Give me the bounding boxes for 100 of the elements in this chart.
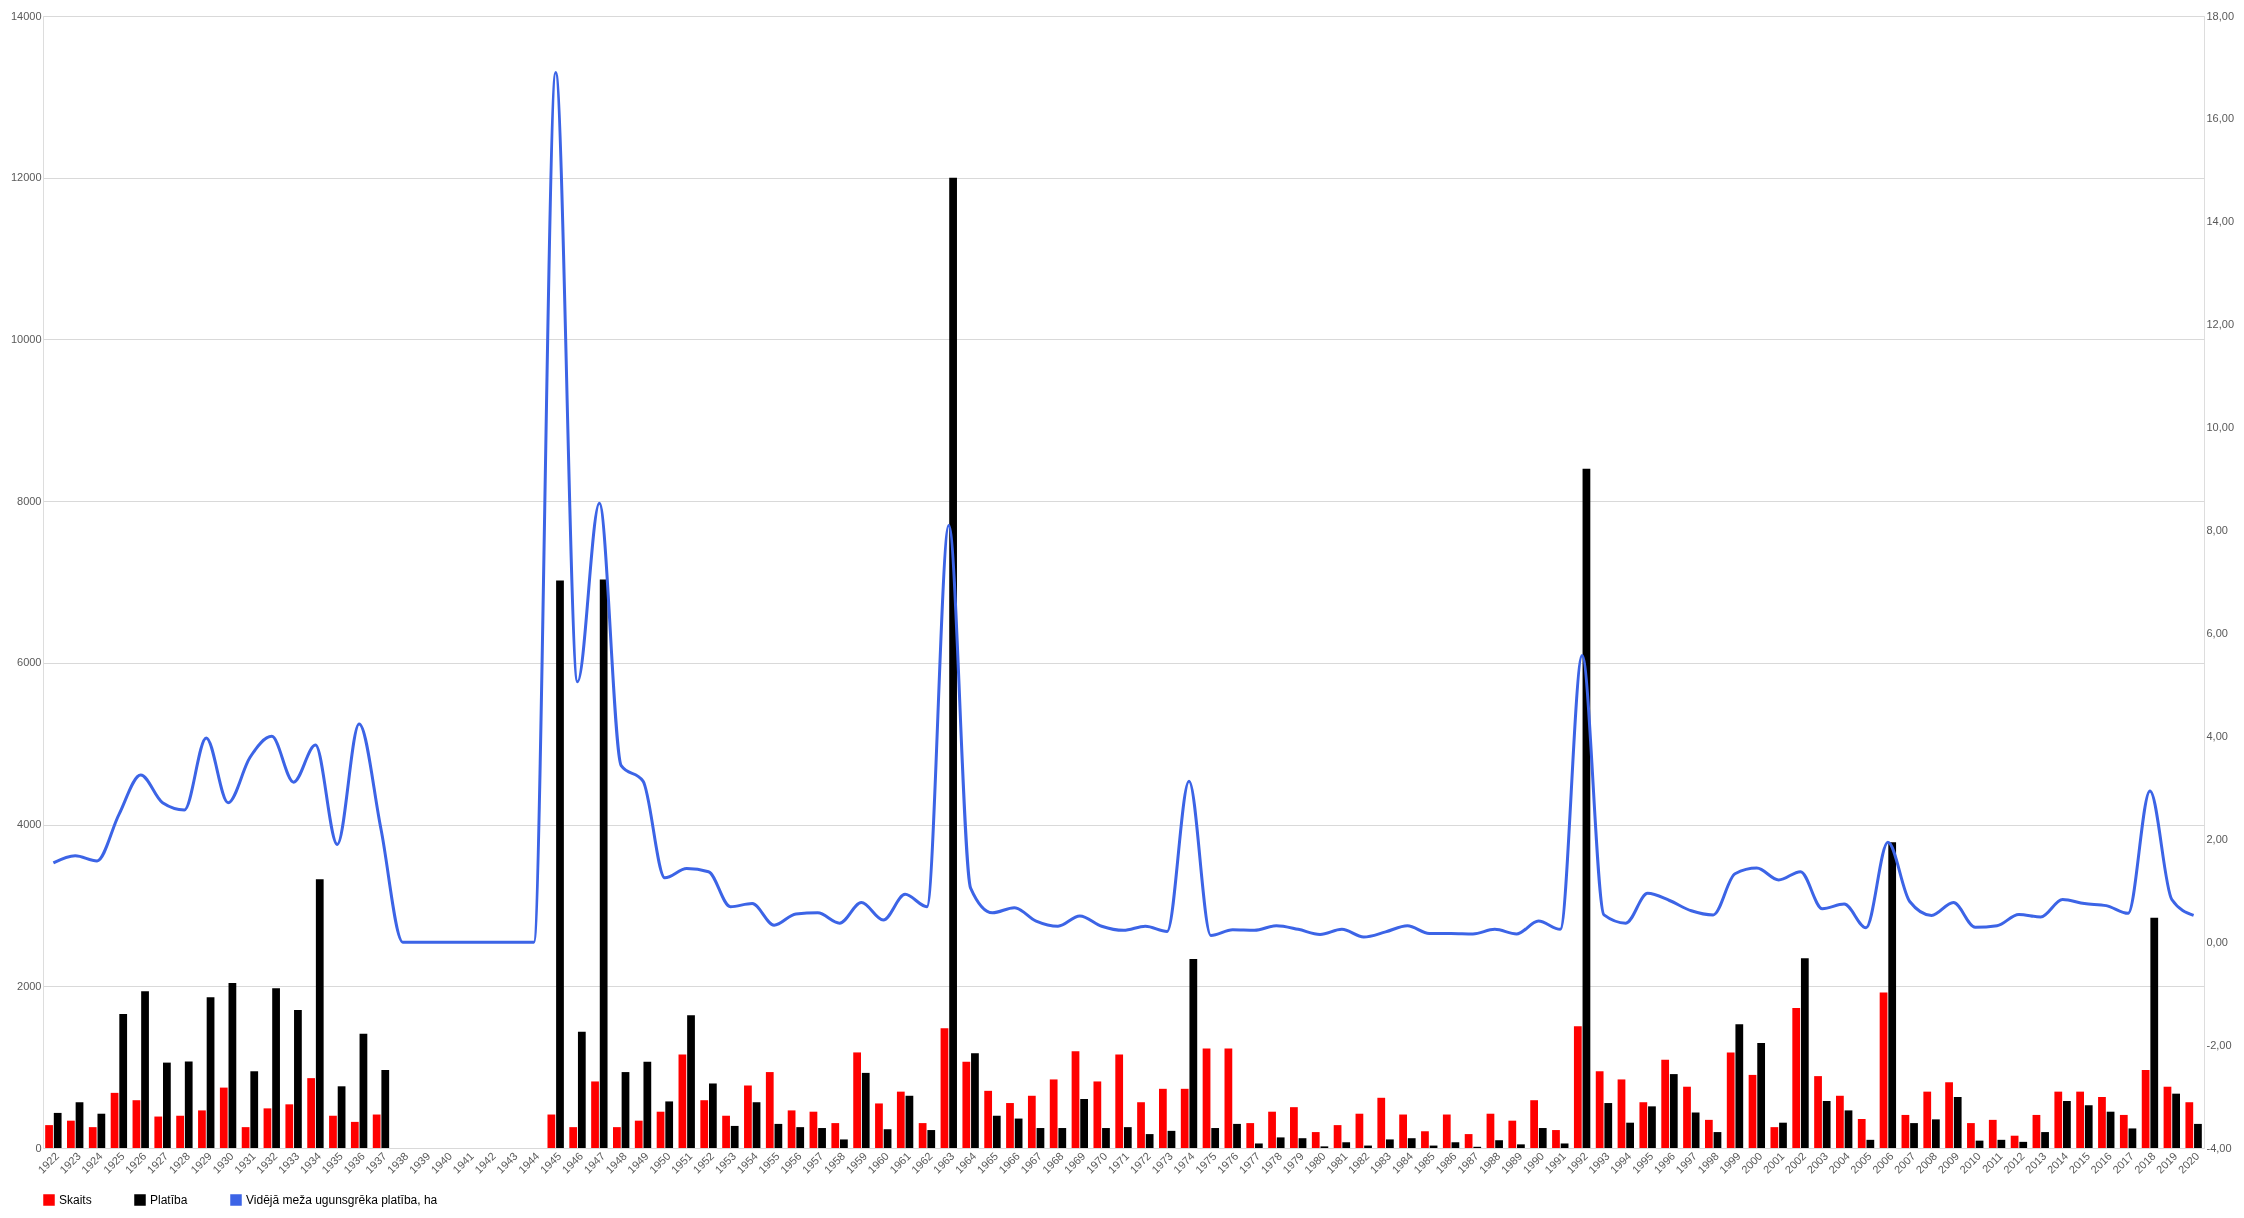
y2-tick-label: -2,00 <box>2206 1038 2232 1051</box>
bar <box>45 1125 53 1148</box>
bar <box>2084 1105 2093 1148</box>
bar <box>1713 1132 1722 1148</box>
bar <box>1595 1071 1604 1148</box>
bar <box>1661 1059 1670 1148</box>
y2-tick-label: 0,00 <box>2206 935 2228 948</box>
bar <box>97 1113 106 1148</box>
bar <box>678 1054 687 1148</box>
bar <box>1421 1131 1429 1148</box>
bar <box>774 1123 783 1148</box>
bar <box>1233 1123 1241 1148</box>
bar <box>1224 1048 1233 1148</box>
bar <box>2172 1093 2180 1148</box>
bar <box>818 1128 826 1148</box>
bar <box>1290 1107 1298 1148</box>
bar <box>1268 1111 1276 1148</box>
bar <box>883 1129 892 1148</box>
bar <box>154 1116 163 1148</box>
bar <box>1691 1112 1700 1148</box>
bar <box>700 1100 709 1148</box>
bar <box>613 1127 621 1148</box>
bar <box>1530 1100 1539 1148</box>
bar <box>1604 1103 1613 1148</box>
bar <box>634 1120 643 1148</box>
y2-tick-label: 12,00 <box>2206 318 2235 331</box>
bar <box>2119 1114 2128 1148</box>
bar <box>2098 1096 2106 1148</box>
bar <box>2150 917 2159 1148</box>
line-series <box>51 71 2196 944</box>
bar <box>1027 1095 1036 1148</box>
bar <box>272 988 280 1148</box>
bar <box>577 1031 586 1148</box>
bar <box>591 1081 599 1148</box>
bar <box>796 1127 805 1148</box>
legend-label: Platība <box>150 1193 188 1207</box>
bar <box>722 1115 730 1148</box>
bar <box>984 1090 993 1148</box>
bar <box>350 1121 359 1148</box>
bar <box>372 1114 381 1148</box>
bar <box>1102 1128 1110 1148</box>
bar <box>206 997 215 1148</box>
bar <box>1639 1102 1648 1148</box>
bar <box>88 1127 97 1148</box>
bar <box>359 1033 368 1148</box>
bar <box>1377 1097 1386 1148</box>
bar <box>1298 1138 1307 1148</box>
bar <box>1386 1139 1394 1148</box>
bar <box>1333 1125 1342 1148</box>
bar <box>176 1115 184 1148</box>
bar <box>1953 1096 1962 1148</box>
bar <box>1814 1076 1822 1148</box>
bar <box>1648 1106 1656 1148</box>
bar <box>569 1127 578 1148</box>
y-tick-label: 8000 <box>17 494 42 507</box>
bar <box>1254 1143 1263 1148</box>
bar <box>2185 1102 2194 1148</box>
bar <box>962 1061 971 1148</box>
bar <box>1844 1110 1853 1148</box>
y-tick-label: 2000 <box>17 979 42 992</box>
bar <box>599 579 608 1148</box>
bar <box>1573 1026 1582 1148</box>
bar <box>1036 1128 1045 1148</box>
bar <box>184 1061 193 1148</box>
bar <box>2163 1086 2172 1148</box>
bar <box>1538 1128 1547 1148</box>
bar <box>1407 1138 1416 1148</box>
bar <box>1669 1074 1678 1148</box>
bar <box>1735 1024 1744 1148</box>
bar <box>905 1095 914 1148</box>
bar <box>940 1028 949 1148</box>
bar <box>1748 1074 1757 1148</box>
bar <box>1342 1142 1351 1148</box>
bar <box>1757 1043 1766 1148</box>
bar <box>53 1112 62 1148</box>
bar <box>141 991 149 1148</box>
bar <box>337 1086 346 1148</box>
legend-label: Vidējā meža ugunsgrēka platība, ha <box>246 1193 438 1207</box>
bar <box>1145 1134 1154 1148</box>
bar <box>708 1083 717 1148</box>
y2-tick-label: 4,00 <box>2206 729 2228 742</box>
bar <box>1246 1123 1255 1148</box>
bar <box>1115 1054 1124 1148</box>
bar <box>1049 1079 1058 1148</box>
bar <box>198 1110 206 1148</box>
bar <box>840 1139 848 1148</box>
bar <box>1888 842 1897 1148</box>
bar <box>1988 1119 1997 1148</box>
bar <box>1311 1132 1320 1148</box>
bar <box>2141 1069 2150 1148</box>
y2-tick-label: 10,00 <box>2206 421 2235 434</box>
bar <box>1123 1127 1132 1148</box>
bar <box>992 1115 1001 1148</box>
bar <box>744 1085 752 1148</box>
bar <box>1180 1088 1189 1148</box>
bar <box>927 1130 936 1148</box>
bar <box>67 1120 75 1148</box>
bar <box>547 1114 556 1148</box>
bar <box>1910 1123 1918 1148</box>
bar <box>381 1069 390 1148</box>
